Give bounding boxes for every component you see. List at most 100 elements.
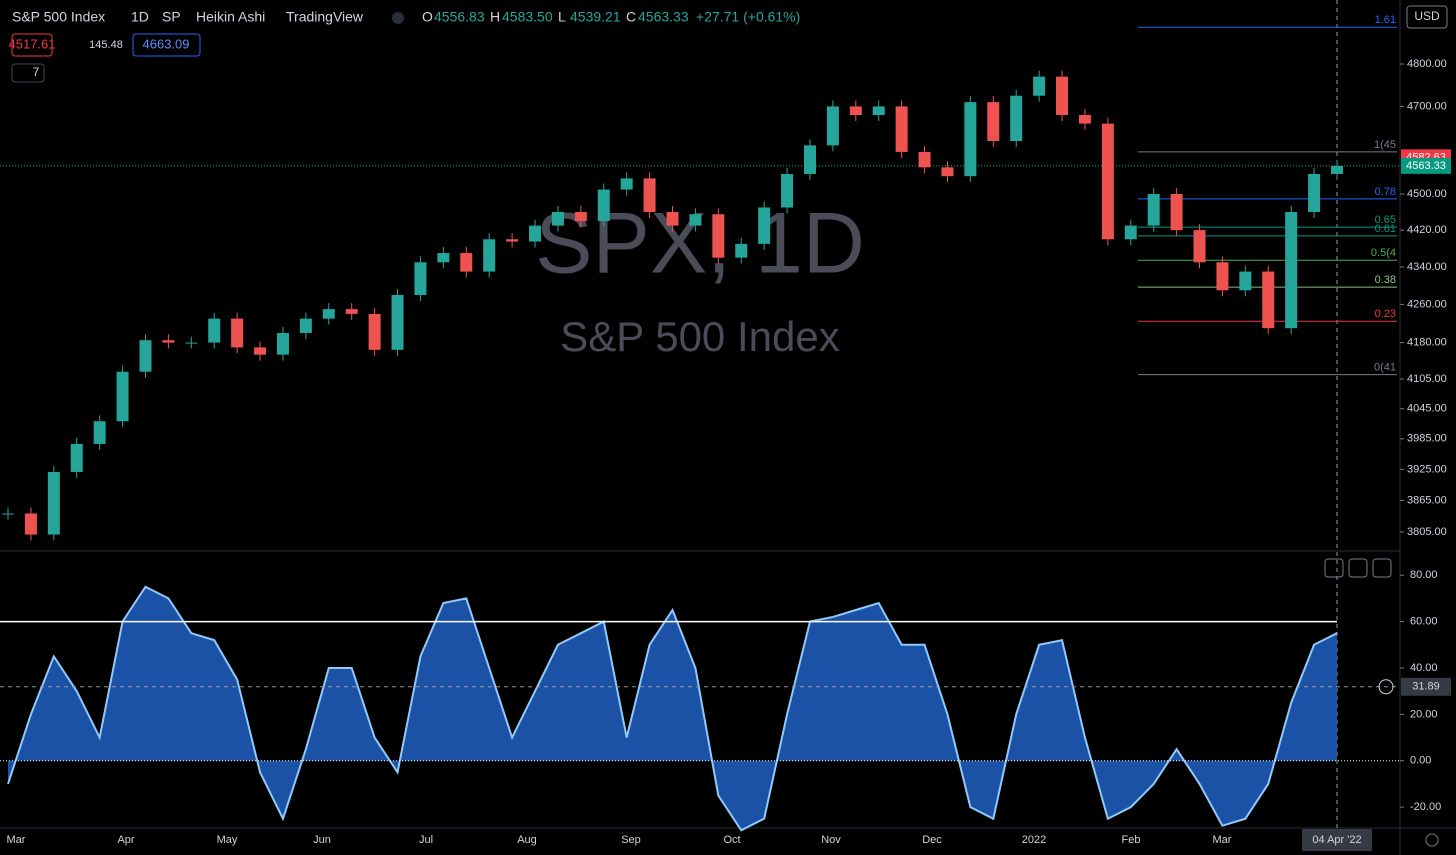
candle: [231, 318, 244, 348]
candle: [460, 253, 473, 272]
fib-label: 1(45: [1374, 139, 1396, 151]
date-label: 04 Apr '22: [1312, 834, 1361, 846]
candle: [185, 342, 198, 344]
candle: [299, 318, 312, 333]
ohlc-key: L: [558, 9, 566, 25]
currency-box[interactable]: [1406, 5, 1448, 29]
candle: [208, 318, 221, 343]
status-dot[interactable]: [392, 12, 404, 24]
candle: [345, 309, 358, 314]
crosshair-badge: [1401, 677, 1451, 696]
y-tick-label: 3925.00: [1407, 463, 1447, 475]
move-up-button[interactable]: [1324, 558, 1344, 578]
candle: [254, 347, 267, 355]
y-tick-label: 4420.00: [1407, 224, 1447, 236]
fib-label: 0(41: [1374, 362, 1396, 374]
settings-button[interactable]: [1425, 833, 1439, 847]
candle: [849, 106, 862, 116]
candle: [2, 513, 14, 515]
candle: [1262, 271, 1275, 329]
candle: [93, 421, 106, 444]
candle: [574, 211, 587, 222]
y-tick-label: 4500.00: [1407, 188, 1447, 200]
candle: [872, 106, 885, 116]
candle: [597, 189, 610, 222]
y-tick-label: 0.00: [1410, 755, 1431, 767]
ask-box[interactable]: [132, 33, 201, 57]
change: +27.71 (+0.61%): [696, 9, 800, 25]
candle: [529, 225, 542, 242]
candle: [803, 145, 816, 174]
candle: [322, 309, 335, 319]
fib-label: 0.65: [1375, 214, 1396, 226]
candle: [1078, 115, 1091, 124]
y-tick-label: 4800.00: [1407, 58, 1447, 70]
add-button[interactable]: [1378, 679, 1394, 695]
x-tick-label: Aug: [517, 834, 537, 846]
symbol: S&P 500 Index: [12, 9, 105, 25]
candle: [987, 102, 1000, 142]
exchange: SP: [162, 9, 181, 25]
candle: [47, 471, 60, 535]
y-tick-label: 4700.00: [1407, 100, 1447, 112]
candle: [895, 106, 908, 152]
candle: [781, 173, 794, 208]
indicators-toggle[interactable]: [11, 63, 45, 83]
ask: 4663.09: [143, 36, 190, 51]
candle: [1124, 225, 1137, 240]
candle: [1216, 262, 1229, 291]
y-tick-label: 40.00: [1410, 662, 1438, 674]
bid-box[interactable]: [11, 33, 53, 57]
chart-style: Heikin Ashi: [196, 9, 265, 25]
ohlc-key: H: [490, 9, 500, 25]
candle: [826, 106, 839, 146]
ohlc-key: C: [626, 9, 636, 25]
fib-label: 1.61: [1375, 14, 1396, 26]
candle: [1170, 194, 1183, 231]
fib-label: 0.38: [1375, 274, 1396, 286]
maximize-button[interactable]: [1372, 558, 1392, 578]
y-tick-label: -20.00: [1410, 801, 1441, 813]
candle: [643, 178, 656, 212]
candle: [620, 178, 633, 190]
oscillator-area: [8, 586, 1337, 831]
watermark-title: SPX, 1D: [535, 196, 865, 292]
x-tick-label: Jul: [419, 834, 433, 846]
candle: [1308, 173, 1321, 212]
candle: [1193, 230, 1206, 263]
y-tick-label: 4340.00: [1407, 261, 1447, 273]
x-tick-label: Mar: [7, 834, 26, 846]
candle: [941, 167, 954, 177]
y-tick-label: 4045.00: [1407, 403, 1447, 415]
y-tick-label: 3805.00: [1407, 526, 1447, 538]
candle: [162, 340, 175, 343]
candle: [139, 340, 152, 372]
x-tick-label: Jun: [313, 834, 331, 846]
candle: [70, 443, 83, 472]
x-tick-label: Apr: [117, 834, 134, 846]
ohlc-value: 4556.83: [434, 9, 485, 25]
x-tick-label: Dec: [922, 834, 942, 846]
candle: [276, 332, 289, 355]
pane-buttons: [1324, 558, 1392, 578]
candle: [1033, 76, 1046, 96]
header: S&P 500 Index 1D SP Heikin Ashi TradingV…: [9, 5, 1448, 83]
candle: [712, 214, 725, 258]
candle: [758, 207, 771, 244]
candle: [116, 371, 129, 422]
y-tick-label: 4180.00: [1407, 336, 1447, 348]
y-tick-label: 4105.00: [1407, 373, 1447, 385]
candle: [1147, 194, 1160, 226]
x-tick-label: Oct: [723, 834, 740, 846]
x-tick-label: May: [217, 834, 238, 846]
candle: [391, 294, 404, 350]
fib-label: 0.61: [1375, 223, 1396, 235]
x-tick-label: Mar: [1213, 834, 1232, 846]
x-tick-label: 2022: [1022, 834, 1046, 846]
candle: [506, 239, 519, 242]
candle: [1101, 123, 1114, 240]
y-tick-label: 3985.00: [1407, 433, 1447, 445]
close-button[interactable]: [1348, 558, 1368, 578]
last-price-label: 4563.33: [1406, 160, 1446, 172]
